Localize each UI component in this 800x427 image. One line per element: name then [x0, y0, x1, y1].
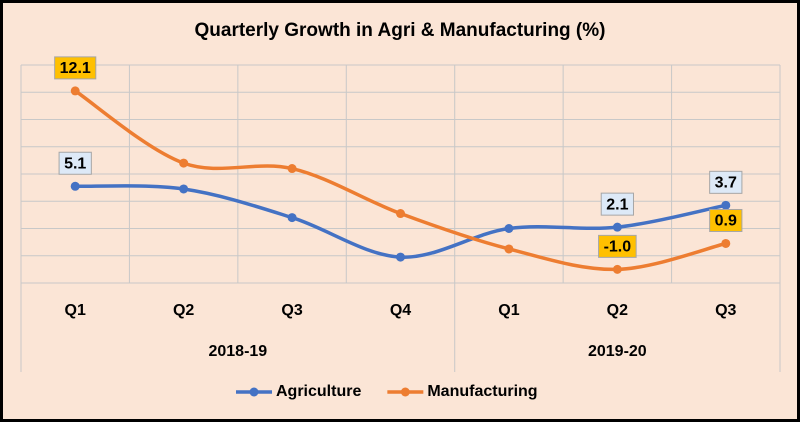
- group-label: 2019-20: [588, 343, 647, 360]
- x-tick-label: Q3: [715, 302, 736, 319]
- data-label-box: [709, 170, 743, 194]
- legend-marker: [400, 387, 410, 397]
- x-tick-label: Q3: [281, 302, 302, 319]
- data-label: 3.7: [715, 175, 737, 192]
- point: [179, 184, 189, 194]
- legend-marker: [249, 387, 259, 397]
- point: [396, 209, 405, 219]
- data-label-box: [54, 56, 97, 80]
- x-tick-label: Q2: [607, 302, 628, 319]
- data-label: 2.1: [606, 196, 628, 213]
- data-label-box: [600, 192, 634, 216]
- point: [287, 164, 297, 174]
- point: [721, 200, 731, 210]
- chart-title: Quarterly Growth in Agri & Manufacturing…: [195, 20, 606, 41]
- point: [612, 264, 622, 274]
- point: [504, 244, 514, 254]
- group-label: 2018-19: [208, 343, 267, 360]
- data-label: 0.9: [715, 213, 737, 230]
- x-tick-label: Q1: [498, 302, 519, 319]
- data-label: -1.0: [604, 239, 632, 256]
- data-label-box: [58, 151, 92, 175]
- point: [287, 213, 297, 223]
- x-tick-label: Q1: [65, 302, 86, 319]
- data-label: 5.1: [64, 155, 86, 172]
- data-label: 12.1: [60, 60, 91, 77]
- point: [721, 238, 731, 248]
- legend-label: Manufacturing: [427, 383, 537, 400]
- x-tick-label: Q4: [390, 302, 411, 319]
- point: [70, 181, 80, 191]
- data-label-box: [709, 208, 743, 232]
- point: [612, 222, 622, 232]
- point: [179, 158, 189, 168]
- data-label-box: [598, 234, 637, 258]
- point: [396, 252, 405, 262]
- legend-label: Agriculture: [276, 383, 361, 400]
- x-tick-label: Q2: [173, 302, 194, 319]
- point: [504, 224, 514, 233]
- point: [70, 86, 80, 96]
